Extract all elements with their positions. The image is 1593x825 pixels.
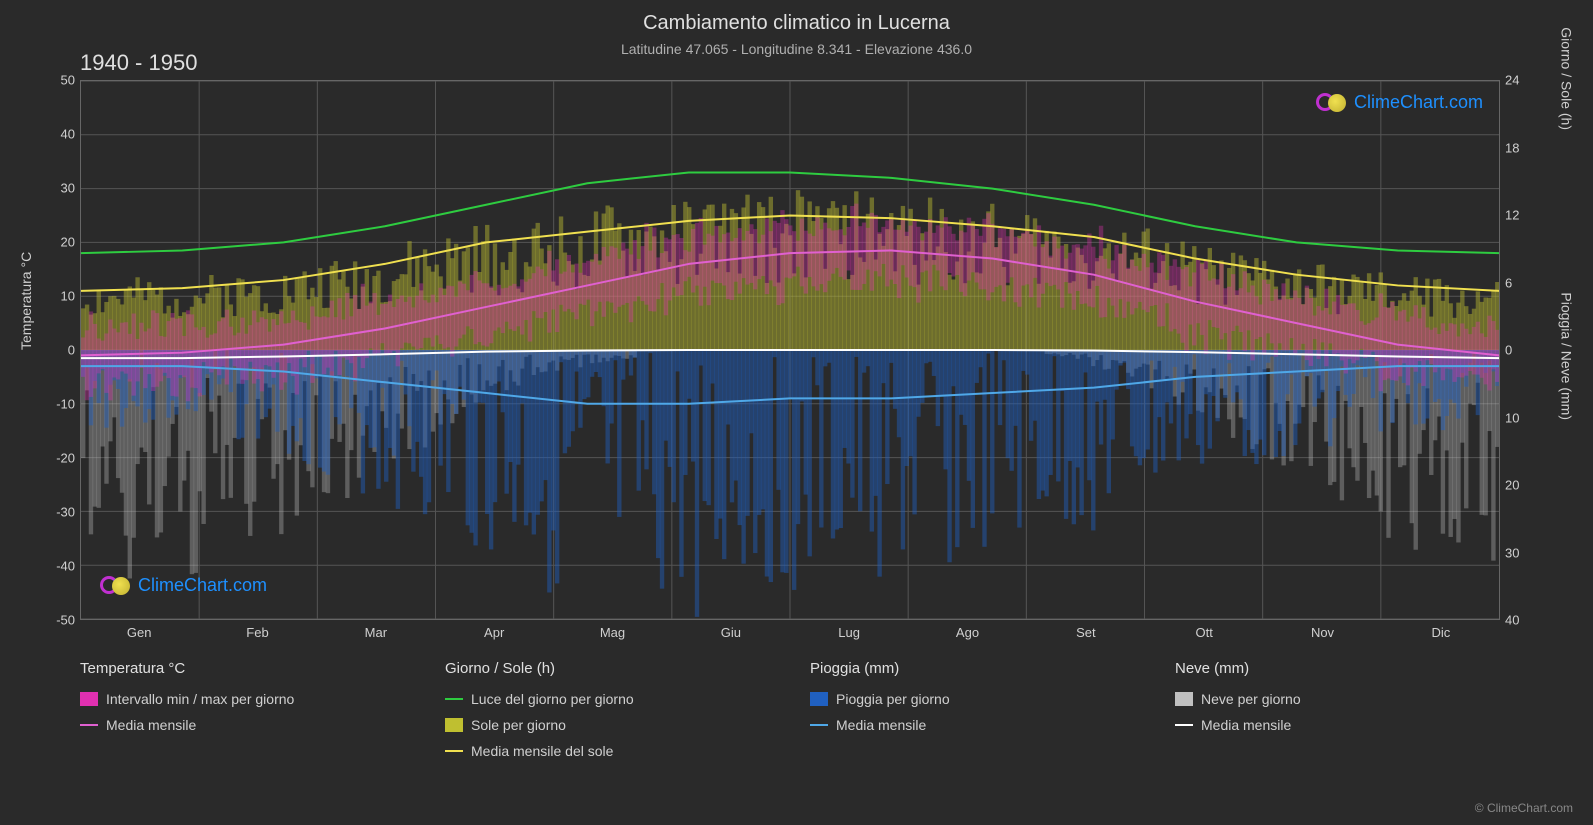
legend-item: Media mensile <box>810 717 1135 733</box>
legend-label: Sole per giorno <box>471 717 566 733</box>
logo-icon <box>1316 93 1348 113</box>
y-tick-right-top: 0 <box>1505 343 1512 358</box>
y-tick-left: -20 <box>35 451 75 466</box>
y-tick-left: 20 <box>35 235 75 250</box>
x-tick: Nov <box>1311 625 1334 640</box>
legend-label: Media mensile del sole <box>471 743 613 759</box>
x-tick: Mar <box>365 625 387 640</box>
y-tick-left: -30 <box>35 505 75 520</box>
legend-swatch <box>445 718 463 732</box>
legend-label: Intervallo min / max per giorno <box>106 691 294 707</box>
climate-chart: Cambiamento climatico in Lucerna Latitud… <box>0 0 1593 825</box>
y-tick-right-top: 6 <box>1505 275 1512 290</box>
logo-icon <box>100 576 132 596</box>
legend-label: Media mensile <box>106 717 196 733</box>
y-tick-right-top: 12 <box>1505 208 1519 223</box>
x-tick: Lug <box>838 625 860 640</box>
legend-swatch <box>1175 692 1193 706</box>
legend-swatch <box>445 750 463 752</box>
watermark-text: ClimeChart.com <box>1354 92 1483 113</box>
y-axis-right-top-label: Giorno / Sole (h) <box>1559 27 1575 130</box>
watermark-bottom-left: ClimeChart.com <box>100 575 267 596</box>
legend-column: Neve (mm) Neve per giorno Media mensile <box>1175 660 1500 759</box>
y-tick-left: -40 <box>35 559 75 574</box>
legend-item: Media mensile <box>80 717 405 733</box>
x-tick: Ott <box>1195 625 1212 640</box>
y-tick-right-bottom: 30 <box>1505 545 1519 560</box>
legend-swatch <box>80 692 98 706</box>
y-tick-left: 50 <box>35 73 75 88</box>
y-tick-left: 0 <box>35 343 75 358</box>
legend-item: Media mensile del sole <box>445 743 770 759</box>
y-tick-left: 30 <box>35 181 75 196</box>
legend-item: Intervallo min / max per giorno <box>80 691 405 707</box>
x-tick: Mag <box>600 625 625 640</box>
legend-item: Pioggia per giorno <box>810 691 1135 707</box>
x-tick: Ago <box>956 625 979 640</box>
legend-swatch <box>1175 724 1193 726</box>
legend-column: Giorno / Sole (h) Luce del giorno per gio… <box>445 660 770 759</box>
legend-header: Pioggia (mm) <box>810 660 1135 677</box>
chart-subtitle: Latitudine 47.065 - Longitudine 8.341 - … <box>0 35 1593 57</box>
y-axis-right-bottom-label: Pioggia / Neve (mm) <box>1559 292 1575 420</box>
legend-label: Media mensile <box>1201 717 1291 733</box>
legend-swatch <box>445 698 463 700</box>
y-tick-right-top: 24 <box>1505 73 1519 88</box>
chart-title: Cambiamento climatico in Lucerna <box>0 0 1593 35</box>
legend-label: Luce del giorno per giorno <box>471 691 634 707</box>
y-axis-left-label: Temperatura °C <box>18 252 34 350</box>
legend-swatch <box>810 724 828 726</box>
copyright-label: © ClimeChart.com <box>1475 801 1573 815</box>
legend-label: Pioggia per giorno <box>836 691 950 707</box>
y-tick-right-bottom: 20 <box>1505 478 1519 493</box>
y-tick-right-bottom: 40 <box>1505 613 1519 628</box>
legend-header: Giorno / Sole (h) <box>445 660 770 677</box>
legend-label: Media mensile <box>836 717 926 733</box>
year-range-label: 1940 - 1950 <box>80 50 197 76</box>
plot-area <box>80 80 1500 620</box>
x-tick: Gen <box>127 625 152 640</box>
x-tick: Feb <box>246 625 268 640</box>
legend-item: Neve per giorno <box>1175 691 1500 707</box>
y-tick-right-bottom: 10 <box>1505 410 1519 425</box>
legend-swatch <box>80 724 98 726</box>
legend-item: Media mensile <box>1175 717 1500 733</box>
watermark-top-right: ClimeChart.com <box>1316 92 1483 113</box>
plot-svg <box>81 81 1499 619</box>
y-tick-right-top: 18 <box>1505 140 1519 155</box>
legend: Temperatura °C Intervallo min / max per g… <box>80 660 1500 759</box>
watermark-text: ClimeChart.com <box>138 575 267 596</box>
x-tick: Dic <box>1431 625 1450 640</box>
legend-item: Sole per giorno <box>445 717 770 733</box>
legend-column: Temperatura °C Intervallo min / max per g… <box>80 660 405 759</box>
legend-header: Temperatura °C <box>80 660 405 677</box>
legend-label: Neve per giorno <box>1201 691 1301 707</box>
y-tick-left: 40 <box>35 127 75 142</box>
legend-item: Luce del giorno per giorno <box>445 691 770 707</box>
legend-swatch <box>810 692 828 706</box>
y-tick-left: -10 <box>35 397 75 412</box>
y-tick-left: -50 <box>35 613 75 628</box>
x-tick: Apr <box>484 625 504 640</box>
legend-column: Pioggia (mm) Pioggia per giorno Media mens… <box>810 660 1135 759</box>
legend-header: Neve (mm) <box>1175 660 1500 677</box>
x-tick: Set <box>1076 625 1096 640</box>
y-tick-left: 10 <box>35 289 75 304</box>
x-tick: Giu <box>721 625 741 640</box>
